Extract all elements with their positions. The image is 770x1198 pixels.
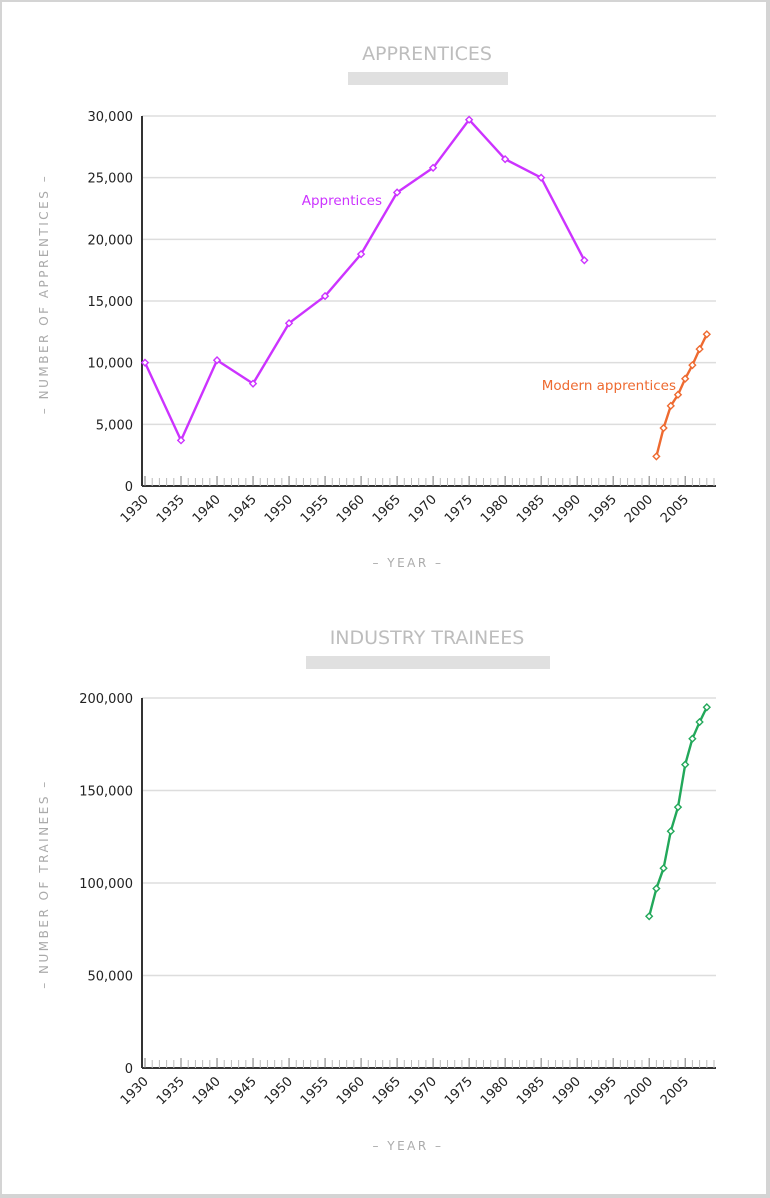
data-point-marker xyxy=(688,360,697,370)
y-tick-label: 150,000 xyxy=(79,785,133,800)
x-tick-label: 1930 xyxy=(118,492,152,526)
x-tick-label: 1940 xyxy=(190,492,224,526)
y-axis-label: – NUMBER OF TRAINEES – xyxy=(37,779,51,989)
y-tick-label: 200,000 xyxy=(79,692,133,707)
x-tick-label: 2000 xyxy=(622,1074,656,1108)
data-point-marker xyxy=(500,154,510,164)
data-point-marker xyxy=(652,452,661,461)
x-tick-label: 1950 xyxy=(262,1074,296,1108)
data-point-marker xyxy=(392,188,402,197)
industry-trainees-chart: INDUSTRY TRAINEES 0 50,000 100,000 150,000 2… xyxy=(37,627,716,1153)
x-tick-label: 1935 xyxy=(154,492,188,526)
x-tick-label: 1930 xyxy=(118,1074,152,1108)
x-tick-label: 2000 xyxy=(622,492,656,526)
x-tick-label: 1980 xyxy=(478,492,512,526)
y-axis-label: – NUMBER OF APPRENTICES – xyxy=(37,174,51,414)
data-point-marker xyxy=(673,802,683,812)
data-point-marker xyxy=(680,760,690,769)
y-tick-label: 5,000 xyxy=(96,418,133,433)
x-tick-label: 1955 xyxy=(298,1074,332,1108)
data-point-marker xyxy=(212,356,222,365)
data-point-marker xyxy=(659,864,668,873)
data-point-marker xyxy=(428,163,438,172)
x-tick-label: 1970 xyxy=(406,492,440,526)
data-point-marker xyxy=(320,291,330,301)
x-tick-label: 1985 xyxy=(514,492,548,526)
x-axis-label: – YEAR – xyxy=(372,1139,443,1153)
y-tick-label: 100,000 xyxy=(79,877,133,892)
x-tick-label: 1965 xyxy=(370,492,404,526)
x-tick-label: 1975 xyxy=(442,492,476,526)
data-point-marker xyxy=(702,330,711,339)
x-tick-label: 1940 xyxy=(190,1074,224,1108)
data-point-marker xyxy=(666,827,675,836)
data-point-marker xyxy=(673,390,683,399)
data-point-marker xyxy=(702,703,711,712)
data-point-marker xyxy=(688,734,697,743)
data-point-marker xyxy=(140,358,150,367)
data-point-marker xyxy=(695,717,704,727)
x-tick-label: 1935 xyxy=(154,1074,188,1108)
data-point-marker xyxy=(666,401,675,411)
x-tick-label: 1990 xyxy=(550,1074,584,1108)
apprentices-chart: APPRENTICES 0 5,000 10,000 15,000 20,000 25,0… xyxy=(37,43,716,570)
x-tick-label: 2005 xyxy=(658,492,692,526)
y-tick-label: 10,000 xyxy=(88,357,134,372)
series-label-apprentices: Apprentices xyxy=(302,193,382,209)
x-tick-label: 1990 xyxy=(550,492,584,526)
data-point-marker xyxy=(659,423,668,433)
data-point-marker xyxy=(248,379,258,388)
y-tick-label: 50,000 xyxy=(88,970,134,985)
y-tick-label: 20,000 xyxy=(88,233,134,248)
x-tick-label: 1945 xyxy=(226,492,260,526)
x-tick-label: 1945 xyxy=(226,1074,260,1108)
data-point-marker xyxy=(580,256,589,265)
y-tick-label: 0 xyxy=(125,480,133,495)
data-point-marker xyxy=(695,344,704,354)
data-point-marker xyxy=(356,249,366,259)
x-tick-label: 1995 xyxy=(586,1074,620,1108)
series-line xyxy=(143,118,586,442)
title-underline-bar xyxy=(306,656,550,669)
x-tick-label: 1980 xyxy=(478,1074,512,1108)
title-underline-bar xyxy=(348,72,508,85)
chart-title: INDUSTRY TRAINEES xyxy=(330,627,525,649)
series-label-modern-apprentices: Modern apprentices xyxy=(542,378,676,394)
x-tick-label: 1995 xyxy=(586,492,620,526)
y-tick-label: 0 xyxy=(125,1062,133,1077)
x-tick-label: 1975 xyxy=(442,1074,476,1108)
y-tick-label: 15,000 xyxy=(88,295,134,310)
x-tick-label: 1955 xyxy=(298,492,332,526)
x-tick-label: 1965 xyxy=(370,1074,404,1108)
x-tick-label: 1970 xyxy=(406,1074,440,1108)
y-tick-label: 30,000 xyxy=(88,110,134,125)
data-point-marker xyxy=(644,912,654,921)
data-point-marker xyxy=(680,374,690,383)
x-tick-label: 1960 xyxy=(334,492,368,526)
x-tick-label: 1950 xyxy=(262,492,296,526)
x-axis-label: – YEAR – xyxy=(372,556,443,570)
data-point-marker xyxy=(652,884,661,893)
y-tick-label: 25,000 xyxy=(88,172,134,187)
series-line xyxy=(648,706,708,917)
data-point-marker xyxy=(536,173,546,182)
data-point-marker xyxy=(176,436,186,445)
chart-title: APPRENTICES xyxy=(362,43,492,65)
data-point-marker xyxy=(284,319,294,328)
x-tick-label: 2005 xyxy=(658,1074,692,1108)
x-tick-label: 1960 xyxy=(334,1074,368,1108)
x-tick-label: 1985 xyxy=(514,1074,548,1108)
data-point-marker xyxy=(464,115,474,124)
